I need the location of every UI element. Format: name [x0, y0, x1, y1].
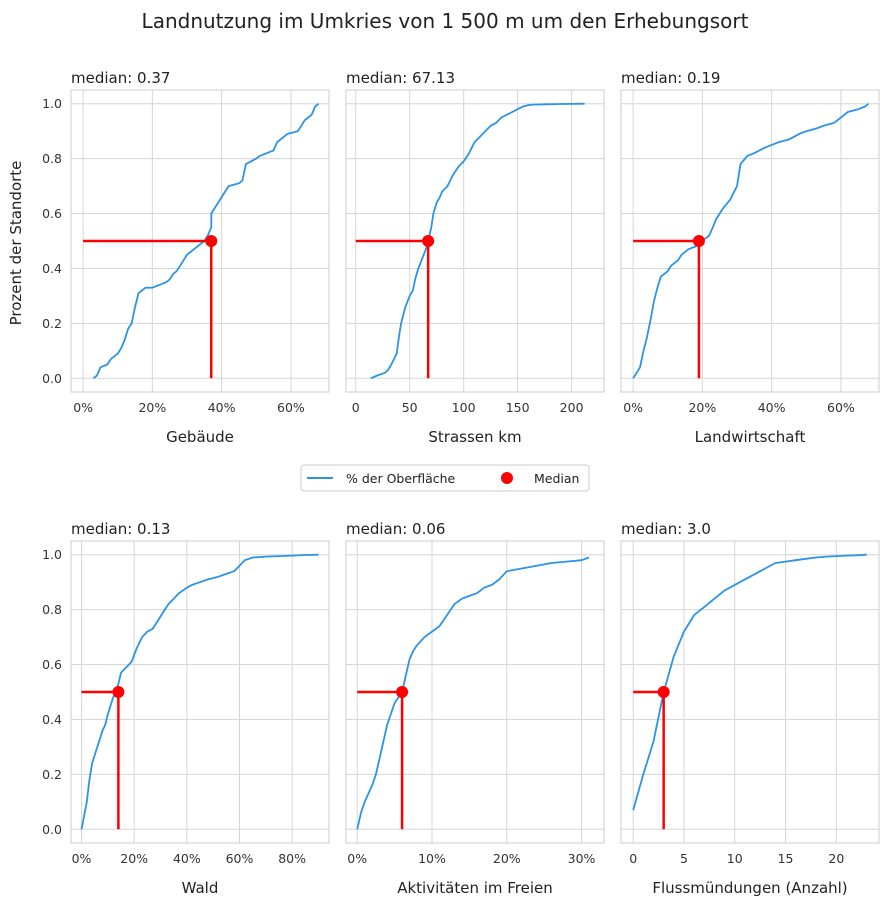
- plot-area-frame: [70, 89, 330, 393]
- panel-6: 0 5 10 15 20 Flussmündungen (Anzahl) median: 3…: [620, 520, 880, 897]
- panel-title: median: 0.19: [621, 69, 720, 87]
- x-tick-label: 60%: [277, 400, 305, 415]
- x-tick-label: 200: [560, 400, 584, 415]
- x-tick-label: 100: [452, 400, 476, 415]
- x-tick-label: 40%: [758, 400, 786, 415]
- legend-median-swatch: [501, 472, 513, 484]
- panel-title: median: 3.0: [621, 520, 711, 538]
- cdf-series-line: [370, 102, 585, 380]
- plot-area-frame: [345, 89, 605, 393]
- x-tick-label: 20%: [688, 400, 716, 415]
- panel-1: 0% 20% 40% 60% 0.0 0.2 0.4 0.6 0.8 1.0 Gebäude medi…: [42, 69, 330, 446]
- legend-line-label: % der Oberfläche: [346, 471, 456, 486]
- panel-title: median: 0.06: [346, 520, 445, 538]
- cdf-series-line: [632, 102, 870, 379]
- x-tick-label: 40%: [173, 851, 201, 866]
- median-point: [205, 235, 218, 247]
- cdf-series-line: [356, 556, 590, 830]
- panel-5: 0% 10% 20% 30% Aktivitäten im Freien median: …: [345, 520, 605, 897]
- x-tick-label: 20: [828, 851, 844, 866]
- x-tick-label: 0: [352, 400, 360, 415]
- x-tick-label: 150: [506, 400, 530, 415]
- x-tick-label: 0: [629, 851, 637, 866]
- panel-4: 0% 20% 40% 60% 80% 0.0 0.2 0.4 0.6 0.8 1.0 Wald medi…: [42, 520, 330, 897]
- y-tick-label: 0.8: [42, 602, 62, 617]
- x-tick-label: 15: [778, 851, 794, 866]
- y-tick-label: 0.2: [42, 316, 62, 331]
- x-tick-label: 60%: [827, 400, 855, 415]
- x-tick-label: 40%: [208, 400, 236, 415]
- median-point: [396, 686, 409, 698]
- x-tick-label: 5: [680, 851, 688, 866]
- y-tick-label: 1.0: [42, 547, 62, 562]
- median-point: [112, 686, 125, 698]
- x-tick-label: 0%: [347, 851, 367, 866]
- median-point: [422, 235, 435, 247]
- plot-area-frame: [620, 89, 880, 393]
- x-axis-label: Flussmündungen (Anzahl): [652, 879, 847, 897]
- x-tick-label: 10: [727, 851, 743, 866]
- x-axis-label: Strassen km: [428, 428, 521, 446]
- median-point: [657, 686, 670, 698]
- panel-title: median: 0.37: [71, 69, 170, 87]
- y-tick-label: 0.2: [42, 767, 62, 782]
- x-tick-label: 20%: [138, 400, 166, 415]
- x-tick-label: 60%: [226, 851, 254, 866]
- legend-box: [300, 464, 590, 492]
- y-tick-label: 0.4: [42, 261, 62, 276]
- panel-2: 0 50 100 150 200 Strassen km median: 67.13: [345, 69, 605, 446]
- x-tick-label: 0%: [73, 400, 93, 415]
- y-tick-label: 0.6: [42, 206, 62, 221]
- panel-title: median: 0.13: [71, 520, 170, 538]
- x-tick-label: 0%: [623, 400, 643, 415]
- legend-median-label: Median: [534, 471, 579, 486]
- x-axis-label: Gebäude: [166, 428, 234, 446]
- legend: % der Oberfläche Median: [300, 464, 590, 492]
- x-axis-label: Aktivitäten im Freien: [397, 879, 553, 897]
- y-tick-label: 0.8: [42, 151, 62, 166]
- panels: 0% 20% 40% 60% 0.0 0.2 0.4 0.6 0.8 1.0 Gebäude medi…: [42, 69, 880, 897]
- plot-area-frame: [345, 540, 605, 844]
- x-axis-label: Landwirtschaft: [695, 428, 806, 446]
- panel-3: 0% 20% 40% 60% Landwirtschaft median: 0.19: [620, 69, 880, 446]
- median-point: [692, 235, 705, 247]
- x-tick-label: 50: [402, 400, 418, 415]
- x-tick-label: 20%: [493, 851, 521, 866]
- x-tick-label: 30%: [568, 851, 596, 866]
- y-tick-label: 0.0: [42, 822, 62, 837]
- panel-title: median: 67.13: [346, 69, 455, 87]
- y-tick-label: 0.0: [42, 371, 62, 386]
- y-axis-label: Prozent der Standorte: [7, 161, 25, 326]
- y-tick-label: 0.4: [42, 712, 62, 727]
- x-tick-label: 80%: [278, 851, 306, 866]
- plot-area-frame: [70, 540, 330, 844]
- x-tick-label: 10%: [418, 851, 446, 866]
- y-tick-label: 1.0: [42, 96, 62, 111]
- figure-title: Landnutzung im Umkries von 1 500 m um de…: [142, 9, 749, 33]
- cdf-series-line: [92, 102, 320, 380]
- x-tick-label: 0%: [72, 851, 92, 866]
- y-tick-label: 0.6: [42, 657, 62, 672]
- cdf-series-line: [632, 553, 867, 811]
- plot-area-frame: [620, 540, 880, 844]
- cdf-series-line: [80, 553, 319, 830]
- x-tick-label: 20%: [120, 851, 148, 866]
- x-axis-label: Wald: [182, 879, 219, 897]
